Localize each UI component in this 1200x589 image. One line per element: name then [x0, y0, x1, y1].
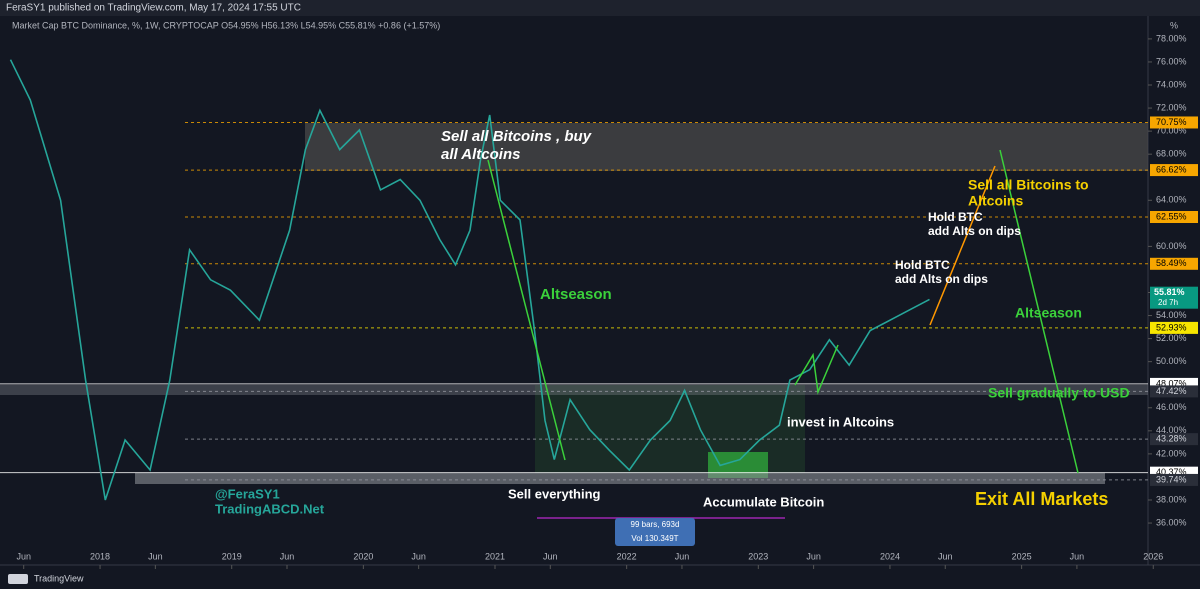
x-tick-label: 2023 — [748, 551, 768, 561]
resistance-band — [0, 385, 1148, 395]
last-price: 55.81% — [1154, 287, 1185, 297]
y-tick-label: 52.00% — [1156, 333, 1187, 343]
x-tick-label: 2019 — [222, 551, 242, 561]
annotation: Sell all Bitcoins , buy — [441, 128, 592, 145]
y-tick-label: 44.00% — [1156, 425, 1187, 435]
annotation: Altcoins — [968, 193, 1023, 209]
level-tag — [1150, 164, 1198, 177]
level-tag — [1150, 257, 1198, 270]
x-tick-label: 2025 — [1012, 551, 1032, 561]
x-tick-label: 2024 — [880, 551, 900, 561]
annotation: Altseason — [540, 286, 612, 303]
header-bar — [0, 0, 1200, 16]
level-label: 58.49% — [1156, 258, 1187, 268]
y-tick-label: 60.00% — [1156, 241, 1187, 251]
price-line — [9, 59, 930, 501]
annotation: Hold BTC — [928, 210, 983, 224]
level-label: 43.28% — [1156, 433, 1187, 443]
y-tick-label: 46.00% — [1156, 402, 1187, 412]
level-label: 52.93% — [1156, 322, 1187, 332]
logo — [8, 574, 28, 584]
support-band — [135, 473, 1105, 484]
y-tick-label: 64.00% — [1156, 195, 1187, 205]
y-tick-label: 42.00% — [1156, 448, 1187, 458]
level-tag — [1150, 385, 1198, 398]
annotation: Accumulate Bitcoin — [703, 494, 824, 509]
sell-zone — [305, 123, 1148, 171]
annotation: add Alts on dips — [895, 272, 988, 286]
annotation: Exit All Markets — [975, 489, 1108, 509]
annotation: Sell gradually to USD — [988, 385, 1130, 401]
countdown: 2d 7h — [1158, 298, 1178, 307]
level-label: 39.74% — [1156, 474, 1187, 484]
x-tick-label: Jun — [411, 551, 426, 561]
x-tick-label: Jun — [1070, 551, 1085, 561]
x-tick-label: Jun — [16, 551, 31, 561]
y-tick-label: 68.00% — [1156, 149, 1187, 159]
y-tick-label: 76.00% — [1156, 56, 1187, 66]
annotation: TradingABCD.Net — [215, 501, 325, 516]
measure-text: 99 bars, 693d — [631, 520, 680, 529]
x-tick-label: 2022 — [617, 551, 637, 561]
footer: TradingView — [34, 573, 84, 583]
x-tick-label: Jun — [675, 551, 690, 561]
annotation: Hold BTC — [895, 258, 950, 272]
arrow — [999, 149, 1079, 474]
plot — [0, 59, 1148, 501]
x-tick-label: 2020 — [353, 551, 373, 561]
y-tick-label: 74.00% — [1156, 79, 1187, 89]
x-tick-label: 2026 — [1143, 551, 1163, 561]
arrow — [929, 165, 996, 326]
level-label: 48.07% — [1156, 378, 1187, 388]
annotation: invest in Altcoins — [787, 414, 894, 429]
symbol-line: Market Cap BTC Dominance, %, 1W, CRYPTOC… — [12, 20, 440, 30]
annotation: @FeraSY1 — [215, 486, 280, 501]
x-tick-label: 2021 — [485, 551, 505, 561]
y-tick-label: 72.00% — [1156, 102, 1187, 112]
measure-text: Vol 130.349T — [631, 534, 678, 543]
level-tag — [1150, 321, 1198, 334]
y-tick-label: 36.00% — [1156, 517, 1187, 527]
level-label: 40.37% — [1156, 467, 1187, 477]
level-label: 62.55% — [1156, 211, 1187, 221]
annotation: all Altcoins — [441, 146, 520, 163]
measure-box — [615, 518, 695, 546]
level-tag — [1150, 433, 1198, 446]
annotation: add Alts on dips — [928, 224, 1021, 238]
annotation: Sell everything — [508, 486, 601, 501]
x-tick-label: 2018 — [90, 551, 110, 561]
annotation: Sell all Bitcoins to — [968, 177, 1089, 193]
x-tick-label: Jun — [938, 551, 953, 561]
header: FeraSY1 published on TradingView.com, Ma… — [6, 3, 301, 14]
y-tick-label: 78.00% — [1156, 33, 1187, 43]
level-tag — [1150, 473, 1198, 486]
arrow — [794, 344, 839, 395]
level-tag — [1150, 210, 1198, 223]
y-tick-label: 70.00% — [1156, 125, 1187, 135]
x-tick-label: Jun — [806, 551, 821, 561]
y-tick-label: 54.00% — [1156, 310, 1187, 320]
x-tick-label: Jun — [148, 551, 163, 561]
last-price-tag — [1150, 286, 1198, 309]
level-label: 47.42% — [1156, 386, 1187, 396]
annotation: Altseason — [1015, 305, 1082, 321]
y-tick-label: 50.00% — [1156, 356, 1187, 366]
arrow — [487, 159, 566, 461]
level-label: 66.62% — [1156, 164, 1187, 174]
level-label: 70.75% — [1156, 117, 1187, 127]
level-tag — [1150, 116, 1198, 129]
x-tick-label: Jun — [543, 551, 558, 561]
currency: % — [1170, 20, 1178, 30]
x-tick-label: Jun — [280, 551, 295, 561]
y-tick-label: 38.00% — [1156, 494, 1187, 504]
